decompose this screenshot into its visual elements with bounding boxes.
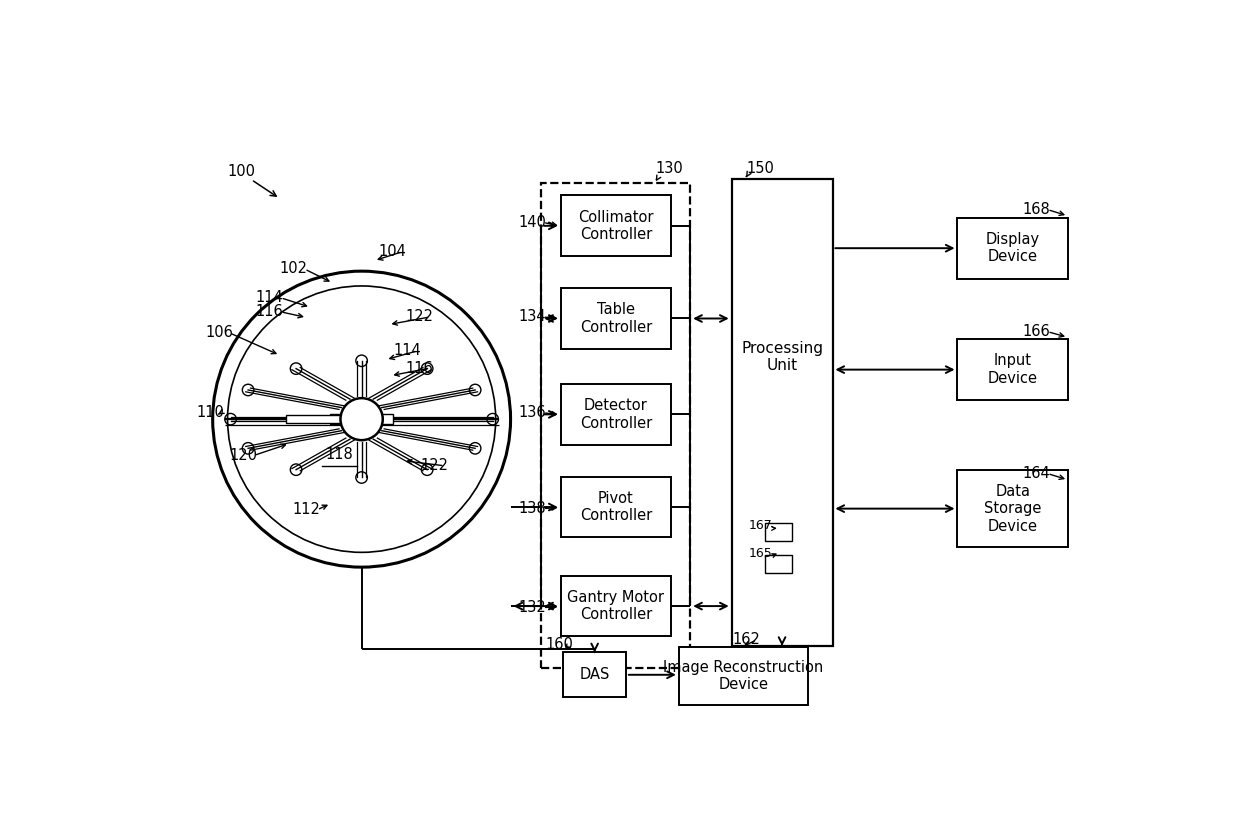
Text: Input
Device: Input Device bbox=[988, 354, 1038, 386]
Text: 140: 140 bbox=[518, 215, 546, 230]
Text: 160: 160 bbox=[546, 637, 573, 652]
Bar bbox=[560, 288, 671, 349]
Bar bbox=[732, 179, 832, 646]
Text: Table
Controller: Table Controller bbox=[579, 302, 652, 334]
Text: 118: 118 bbox=[326, 447, 353, 462]
Text: Detector
Controller: Detector Controller bbox=[579, 398, 652, 431]
Text: 150: 150 bbox=[746, 161, 774, 176]
Text: 165: 165 bbox=[749, 547, 773, 560]
Text: 100: 100 bbox=[227, 164, 255, 179]
Bar bbox=[957, 339, 1068, 400]
Text: 102: 102 bbox=[280, 261, 308, 276]
Bar bbox=[678, 647, 808, 705]
Text: 134: 134 bbox=[518, 310, 546, 325]
Bar bbox=[560, 476, 671, 537]
Text: 116: 116 bbox=[405, 360, 434, 375]
Text: Image Reconstruction
Device: Image Reconstruction Device bbox=[663, 660, 823, 692]
Text: DAS: DAS bbox=[579, 667, 610, 682]
Ellipse shape bbox=[341, 398, 383, 440]
Text: 122: 122 bbox=[420, 458, 448, 473]
Text: 166: 166 bbox=[1023, 324, 1050, 339]
Text: 110: 110 bbox=[196, 405, 224, 420]
Bar bbox=[765, 523, 792, 540]
Text: 106: 106 bbox=[205, 325, 233, 340]
Text: 130: 130 bbox=[656, 161, 683, 176]
Bar bbox=[957, 471, 1068, 547]
Text: 132: 132 bbox=[518, 600, 546, 615]
Text: 168: 168 bbox=[1023, 202, 1050, 217]
Text: 164: 164 bbox=[1023, 466, 1050, 481]
Bar bbox=[560, 384, 671, 445]
Text: 112: 112 bbox=[293, 502, 320, 517]
Text: Gantry Motor
Controller: Gantry Motor Controller bbox=[567, 590, 665, 622]
Text: Collimator
Controller: Collimator Controller bbox=[578, 210, 653, 242]
Text: 116: 116 bbox=[255, 305, 284, 320]
Text: Processing
Unit: Processing Unit bbox=[742, 340, 823, 373]
Text: 136: 136 bbox=[518, 405, 546, 420]
Bar bbox=[563, 652, 626, 697]
Text: 114: 114 bbox=[393, 344, 422, 359]
Text: 138: 138 bbox=[518, 501, 546, 516]
Text: 120: 120 bbox=[229, 448, 257, 463]
Bar bbox=[330, 414, 393, 424]
Text: 122: 122 bbox=[405, 310, 434, 325]
Text: 167: 167 bbox=[749, 519, 773, 532]
Text: Data
Storage
Device: Data Storage Device bbox=[985, 484, 1042, 534]
Text: 104: 104 bbox=[378, 244, 405, 259]
Bar bbox=[560, 195, 671, 256]
Bar bbox=[560, 576, 671, 637]
Bar bbox=[542, 183, 691, 668]
Bar bbox=[957, 217, 1068, 279]
Text: 114: 114 bbox=[255, 290, 284, 305]
Text: Display
Device: Display Device bbox=[986, 232, 1040, 265]
Bar bbox=[286, 416, 352, 422]
Text: Pivot
Controller: Pivot Controller bbox=[579, 491, 652, 523]
Text: 162: 162 bbox=[733, 632, 760, 647]
Bar bbox=[765, 554, 792, 573]
